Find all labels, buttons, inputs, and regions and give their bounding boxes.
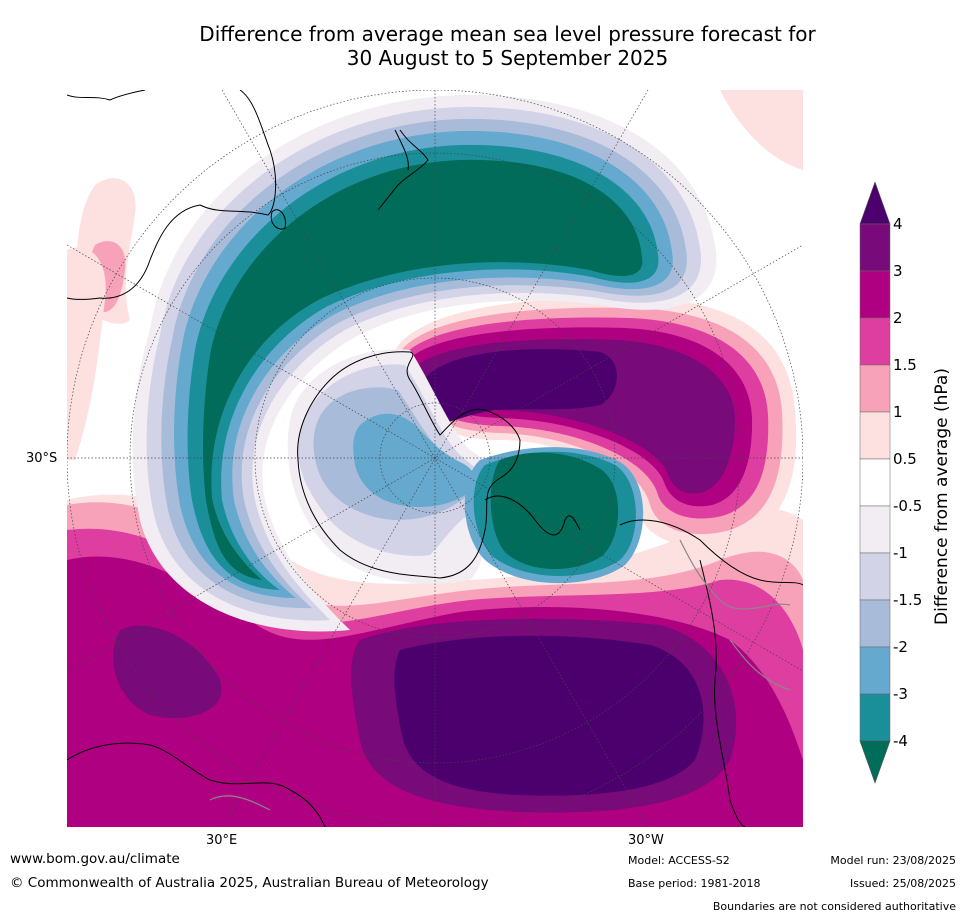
- colorbar-tick-label: 0.5: [893, 450, 917, 468]
- colorbar-segment: [859, 458, 891, 507]
- colorbar-tick-label: -1: [893, 544, 908, 562]
- colorbar-tick-label: -3: [893, 685, 908, 703]
- colorbar-tick-label: -0.5: [893, 497, 923, 515]
- colorbar-segment: [859, 270, 891, 319]
- tasmania: [270, 209, 287, 230]
- borders: [209, 539, 791, 811]
- colorbar-tick-label: -2: [893, 638, 908, 656]
- colorbar-segment: [859, 411, 891, 460]
- colorbar-tick-label: 2: [893, 309, 903, 327]
- colorbar-segment: [859, 693, 891, 742]
- chart-title-line-1: Difference from average mean sea level p…: [199, 22, 816, 46]
- latitude-label-30s: 30°S: [26, 451, 58, 466]
- south-america-coastline: [619, 519, 803, 586]
- graticule: [67, 90, 803, 827]
- website-link[interactable]: www.bom.gov.au/climate: [10, 851, 180, 867]
- new-zealand-north: [377, 129, 429, 211]
- colorbar-segment: [859, 223, 891, 272]
- model-name: Model: ACCESS-S2: [628, 854, 730, 867]
- chart-title-line-2: 30 August to 5 September 2025: [346, 46, 669, 70]
- colorbar-label: Difference from average (hPa): [932, 368, 952, 625]
- model-run-date: Model run: 23/08/2025: [830, 854, 956, 867]
- colorbar-segment: [859, 599, 891, 648]
- map-area: [67, 90, 803, 827]
- issued-date: Issued: 25/08/2025: [849, 877, 956, 890]
- colorbar-segment: [859, 646, 891, 695]
- antarctica-coastline: [297, 351, 521, 579]
- colorbar-tick-label: -4: [893, 732, 908, 750]
- colorbar-tick-label: 1: [893, 403, 903, 421]
- colorbar-extend-top: [859, 181, 891, 225]
- africa-coastline: [67, 742, 326, 827]
- boundaries-disclaimer: Boundaries are not considered authoritat…: [712, 900, 956, 913]
- colorbar-segment: [859, 364, 891, 413]
- longitude-label-30w: 30°W: [628, 833, 664, 848]
- antarctic-peninsula: [484, 495, 581, 536]
- coastlines: [67, 90, 803, 827]
- longitude-label-30e: 30°E: [206, 833, 238, 848]
- colorbar-tick-label: 4: [893, 215, 903, 233]
- colorbar: [859, 181, 891, 784]
- negative-anomaly-antarctica: [287, 349, 644, 584]
- copyright-notice: © Commonwealth of Australia 2025, Austra…: [10, 875, 489, 891]
- colorbar-segment: [859, 552, 891, 601]
- colorbar-segment: [859, 317, 891, 366]
- colorbar-segment: [859, 505, 891, 554]
- base-period: Base period: 1981-2018: [628, 877, 761, 890]
- colorbar-extend-bottom: [859, 740, 891, 784]
- australia-coastline: [67, 90, 277, 300]
- colorbar-tick-label: -1.5: [893, 591, 923, 609]
- colorbar-tick-label: 1.5: [893, 356, 917, 374]
- colorbar-tick-label: 3: [893, 262, 903, 280]
- positive-anomaly-central: [395, 297, 797, 547]
